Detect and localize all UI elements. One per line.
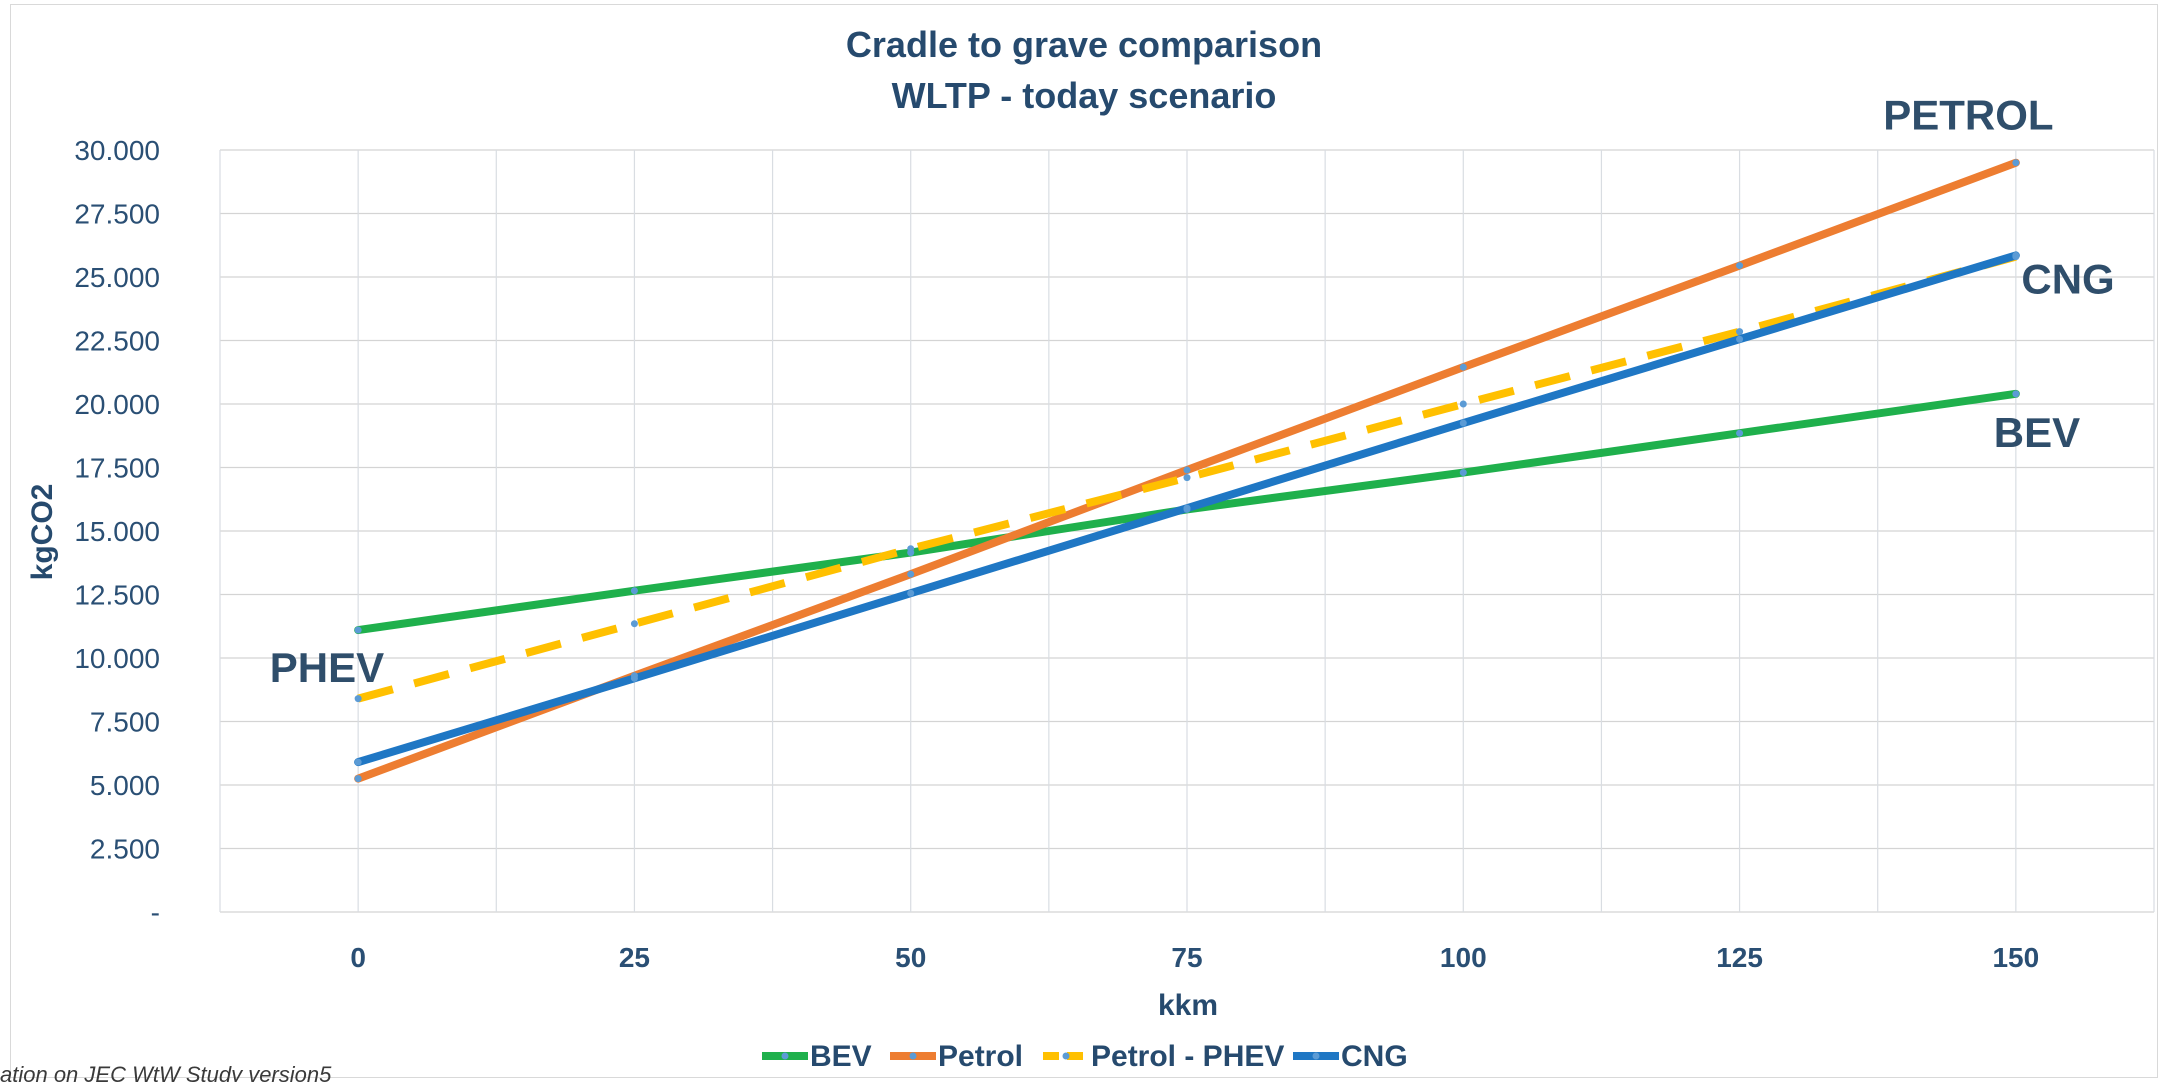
legend-marker (1062, 1052, 1070, 1060)
data-point-cng (2012, 251, 2020, 259)
data-point-petrol-phev (1459, 400, 1467, 408)
y-tick-label: 12.500 (74, 580, 160, 611)
x-axis-ticks: 0 25 50 75 100 125 150 (350, 942, 2039, 973)
x-tick-label: 25 (619, 942, 650, 973)
y-axis-ticks: - 2.500 5.000 7.500 10.000 12.500 15.000 17.500… (74, 135, 160, 928)
y-tick-label: 17.500 (74, 453, 160, 484)
footnote: ation on JEC WtW Study version5 (0, 1062, 332, 1082)
y-tick-label: - (151, 897, 160, 928)
data-point-cng (1459, 419, 1467, 427)
y-axis-label: kgCO2 (26, 484, 59, 581)
x-tick-label: 75 (1171, 942, 1202, 973)
gridlines (219, 149, 2155, 913)
x-tick-label: 0 (350, 942, 366, 973)
data-point-cng (1736, 335, 1744, 343)
y-tick-label: 5.000 (90, 770, 160, 801)
data-point-petrol-phev (630, 620, 638, 628)
chart-title: Cradle to grave comparison (846, 24, 1322, 65)
data-point-petrol (2012, 159, 2020, 167)
legend-marker (781, 1052, 789, 1060)
legend: BEV Petrol Petrol - PHEV CNG (762, 1040, 1408, 1073)
data-point-bev (1736, 429, 1744, 437)
x-tick-label: 100 (1440, 942, 1487, 973)
series-markers (354, 159, 2020, 783)
y-tick-label: 15.000 (74, 516, 160, 547)
data-point-bev (630, 587, 638, 595)
legend-marker (1312, 1052, 1320, 1060)
series-annotation-petrol: PETROL (1883, 92, 2053, 139)
data-point-petrol-phev (354, 695, 362, 703)
legend-entry-label: CNG (1341, 1040, 1408, 1073)
x-tick-label: 125 (1716, 942, 1763, 973)
data-point-bev (1459, 469, 1467, 477)
data-point-bev (354, 626, 362, 634)
legend-entry-label: Petrol - PHEV (1091, 1040, 1284, 1073)
x-tick-label: 50 (895, 942, 926, 973)
data-point-cng (354, 758, 362, 766)
data-point-cng (630, 674, 638, 682)
data-point-bev (2012, 390, 2020, 398)
legend-marker (909, 1052, 917, 1060)
data-point-cng (907, 589, 915, 597)
series-annotation-phev: PHEV (270, 644, 384, 691)
data-point-petrol-phev (907, 545, 915, 553)
y-tick-label: 7.500 (90, 707, 160, 738)
y-tick-label: 2.500 (90, 834, 160, 865)
y-tick-label: 27.500 (74, 199, 160, 230)
data-point-petrol (1459, 363, 1467, 371)
y-tick-label: 20.000 (74, 389, 160, 420)
data-point-petrol (907, 570, 915, 578)
series-annotation-bev: BEV (1994, 409, 2080, 456)
series-annotation-cng: CNG (2021, 256, 2114, 303)
chart-frame (10, 4, 2158, 1078)
chart-subtitle: WLTP - today scenario (892, 75, 1277, 116)
data-point-cng (1183, 504, 1191, 512)
data-point-petrol (1183, 466, 1191, 474)
data-point-petrol (354, 775, 362, 783)
y-tick-label: 10.000 (74, 643, 160, 674)
y-tick-label: 25.000 (74, 262, 160, 293)
y-tick-label: 22.500 (74, 326, 160, 357)
legend-entry-label: Petrol (938, 1040, 1023, 1073)
y-tick-label: 30.000 (74, 135, 160, 166)
legend-entry-label: BEV (810, 1040, 872, 1073)
x-tick-label: 150 (1992, 942, 2039, 973)
data-point-petrol-phev (1183, 474, 1191, 482)
data-point-petrol (1736, 262, 1744, 270)
x-axis-label: kkm (1158, 989, 1218, 1022)
data-point-petrol-phev (1736, 328, 1744, 336)
series-annotations: PETROL CNG BEV PHEV (270, 92, 2115, 691)
